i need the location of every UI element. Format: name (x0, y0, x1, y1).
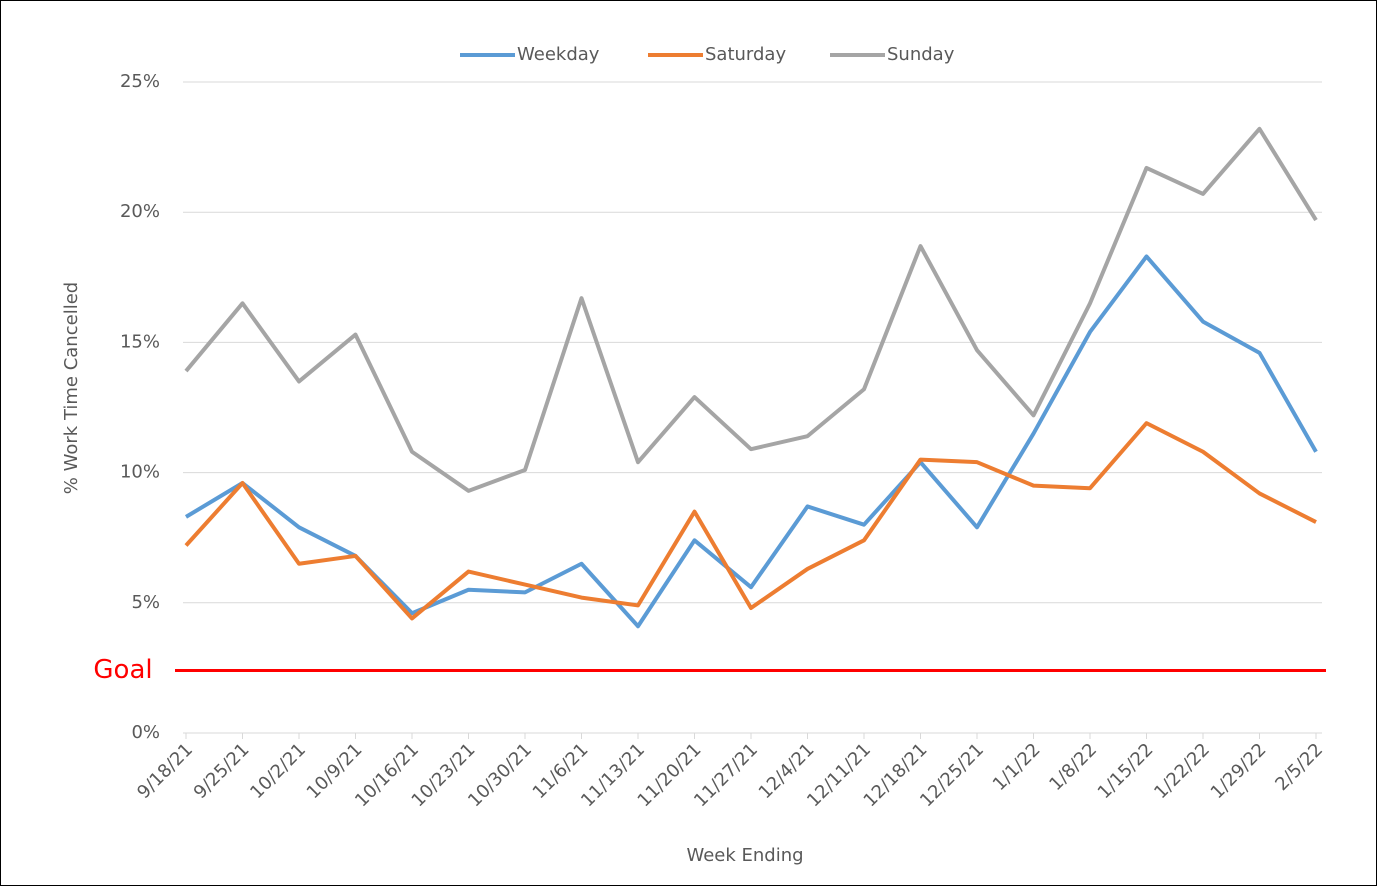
goal-label: Goal (93, 655, 152, 685)
y-axis-label: % Work Time Cancelled (61, 282, 82, 494)
y-tick-label: 5% (131, 592, 160, 613)
series-line (184, 421, 1317, 621)
x-axis-label: Week Ending (686, 845, 803, 866)
legend-label: Saturday (705, 44, 786, 65)
series-line (184, 126, 1318, 493)
y-tick-label: 10% (120, 462, 160, 483)
y-tick-label: 25% (120, 71, 160, 92)
legend-label: Weekday (517, 44, 600, 65)
y-tick-label: 15% (120, 331, 160, 352)
y-tick-label: 0% (131, 722, 160, 743)
y-tick-label: 20% (120, 201, 160, 222)
legend-label: Sunday (887, 44, 955, 65)
